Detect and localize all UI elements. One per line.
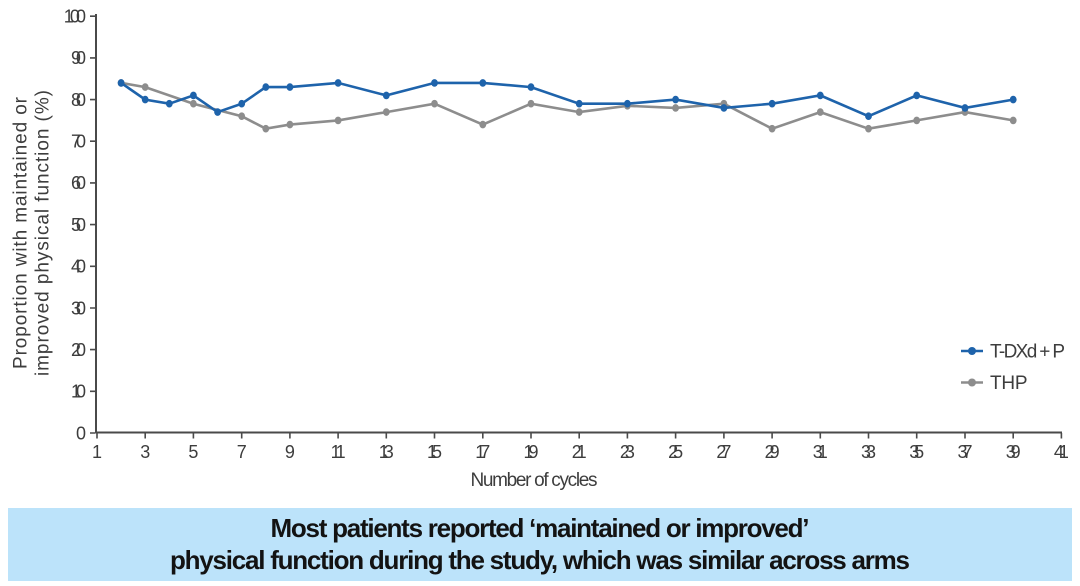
svg-text:100: 100 <box>64 7 86 27</box>
svg-text:39: 39 <box>1006 442 1021 462</box>
svg-text:3: 3 <box>140 442 150 462</box>
svg-text:9: 9 <box>285 442 295 462</box>
svg-text:7: 7 <box>237 442 247 462</box>
svg-text:Most patients reported ‘mainta: Most patients reported ‘maintained or im… <box>271 513 810 543</box>
svg-text:23: 23 <box>620 442 635 462</box>
svg-text:37: 37 <box>958 442 973 462</box>
svg-text:27: 27 <box>716 442 731 462</box>
svg-text:25: 25 <box>668 442 683 462</box>
svg-text:15: 15 <box>427 442 442 462</box>
svg-text:20: 20 <box>71 340 86 360</box>
svg-text:13: 13 <box>379 442 394 462</box>
svg-text:Number of cycles: Number of cycles <box>471 470 598 491</box>
svg-text:90: 90 <box>71 48 86 68</box>
svg-text:Proportion with maintained or: Proportion with maintained or <box>11 96 32 369</box>
svg-text:80: 80 <box>71 90 86 110</box>
svg-text:50: 50 <box>71 215 86 235</box>
svg-text:35: 35 <box>909 442 924 462</box>
svg-text:31: 31 <box>813 442 828 462</box>
svg-text:T-DXd + P: T-DXd + P <box>990 342 1065 363</box>
svg-text:17: 17 <box>475 442 490 462</box>
svg-text:29: 29 <box>765 442 780 462</box>
svg-text:21: 21 <box>572 442 587 462</box>
svg-text:60: 60 <box>71 173 86 193</box>
svg-text:40: 40 <box>71 257 86 277</box>
svg-text:41: 41 <box>1054 442 1069 462</box>
svg-text:33: 33 <box>861 442 876 462</box>
svg-text:physical function during the s: physical function during the study, whic… <box>170 545 910 575</box>
svg-text:THP: THP <box>990 373 1028 394</box>
svg-text:0: 0 <box>76 423 86 443</box>
svg-text:19: 19 <box>524 442 539 462</box>
svg-text:10: 10 <box>71 382 86 402</box>
svg-text:70: 70 <box>71 132 86 152</box>
svg-text:11: 11 <box>331 442 346 462</box>
svg-text:30: 30 <box>71 298 86 318</box>
svg-text:5: 5 <box>188 442 198 462</box>
svg-text:improved physical function (%): improved physical function (%) <box>33 90 54 376</box>
svg-text:1: 1 <box>92 442 102 462</box>
